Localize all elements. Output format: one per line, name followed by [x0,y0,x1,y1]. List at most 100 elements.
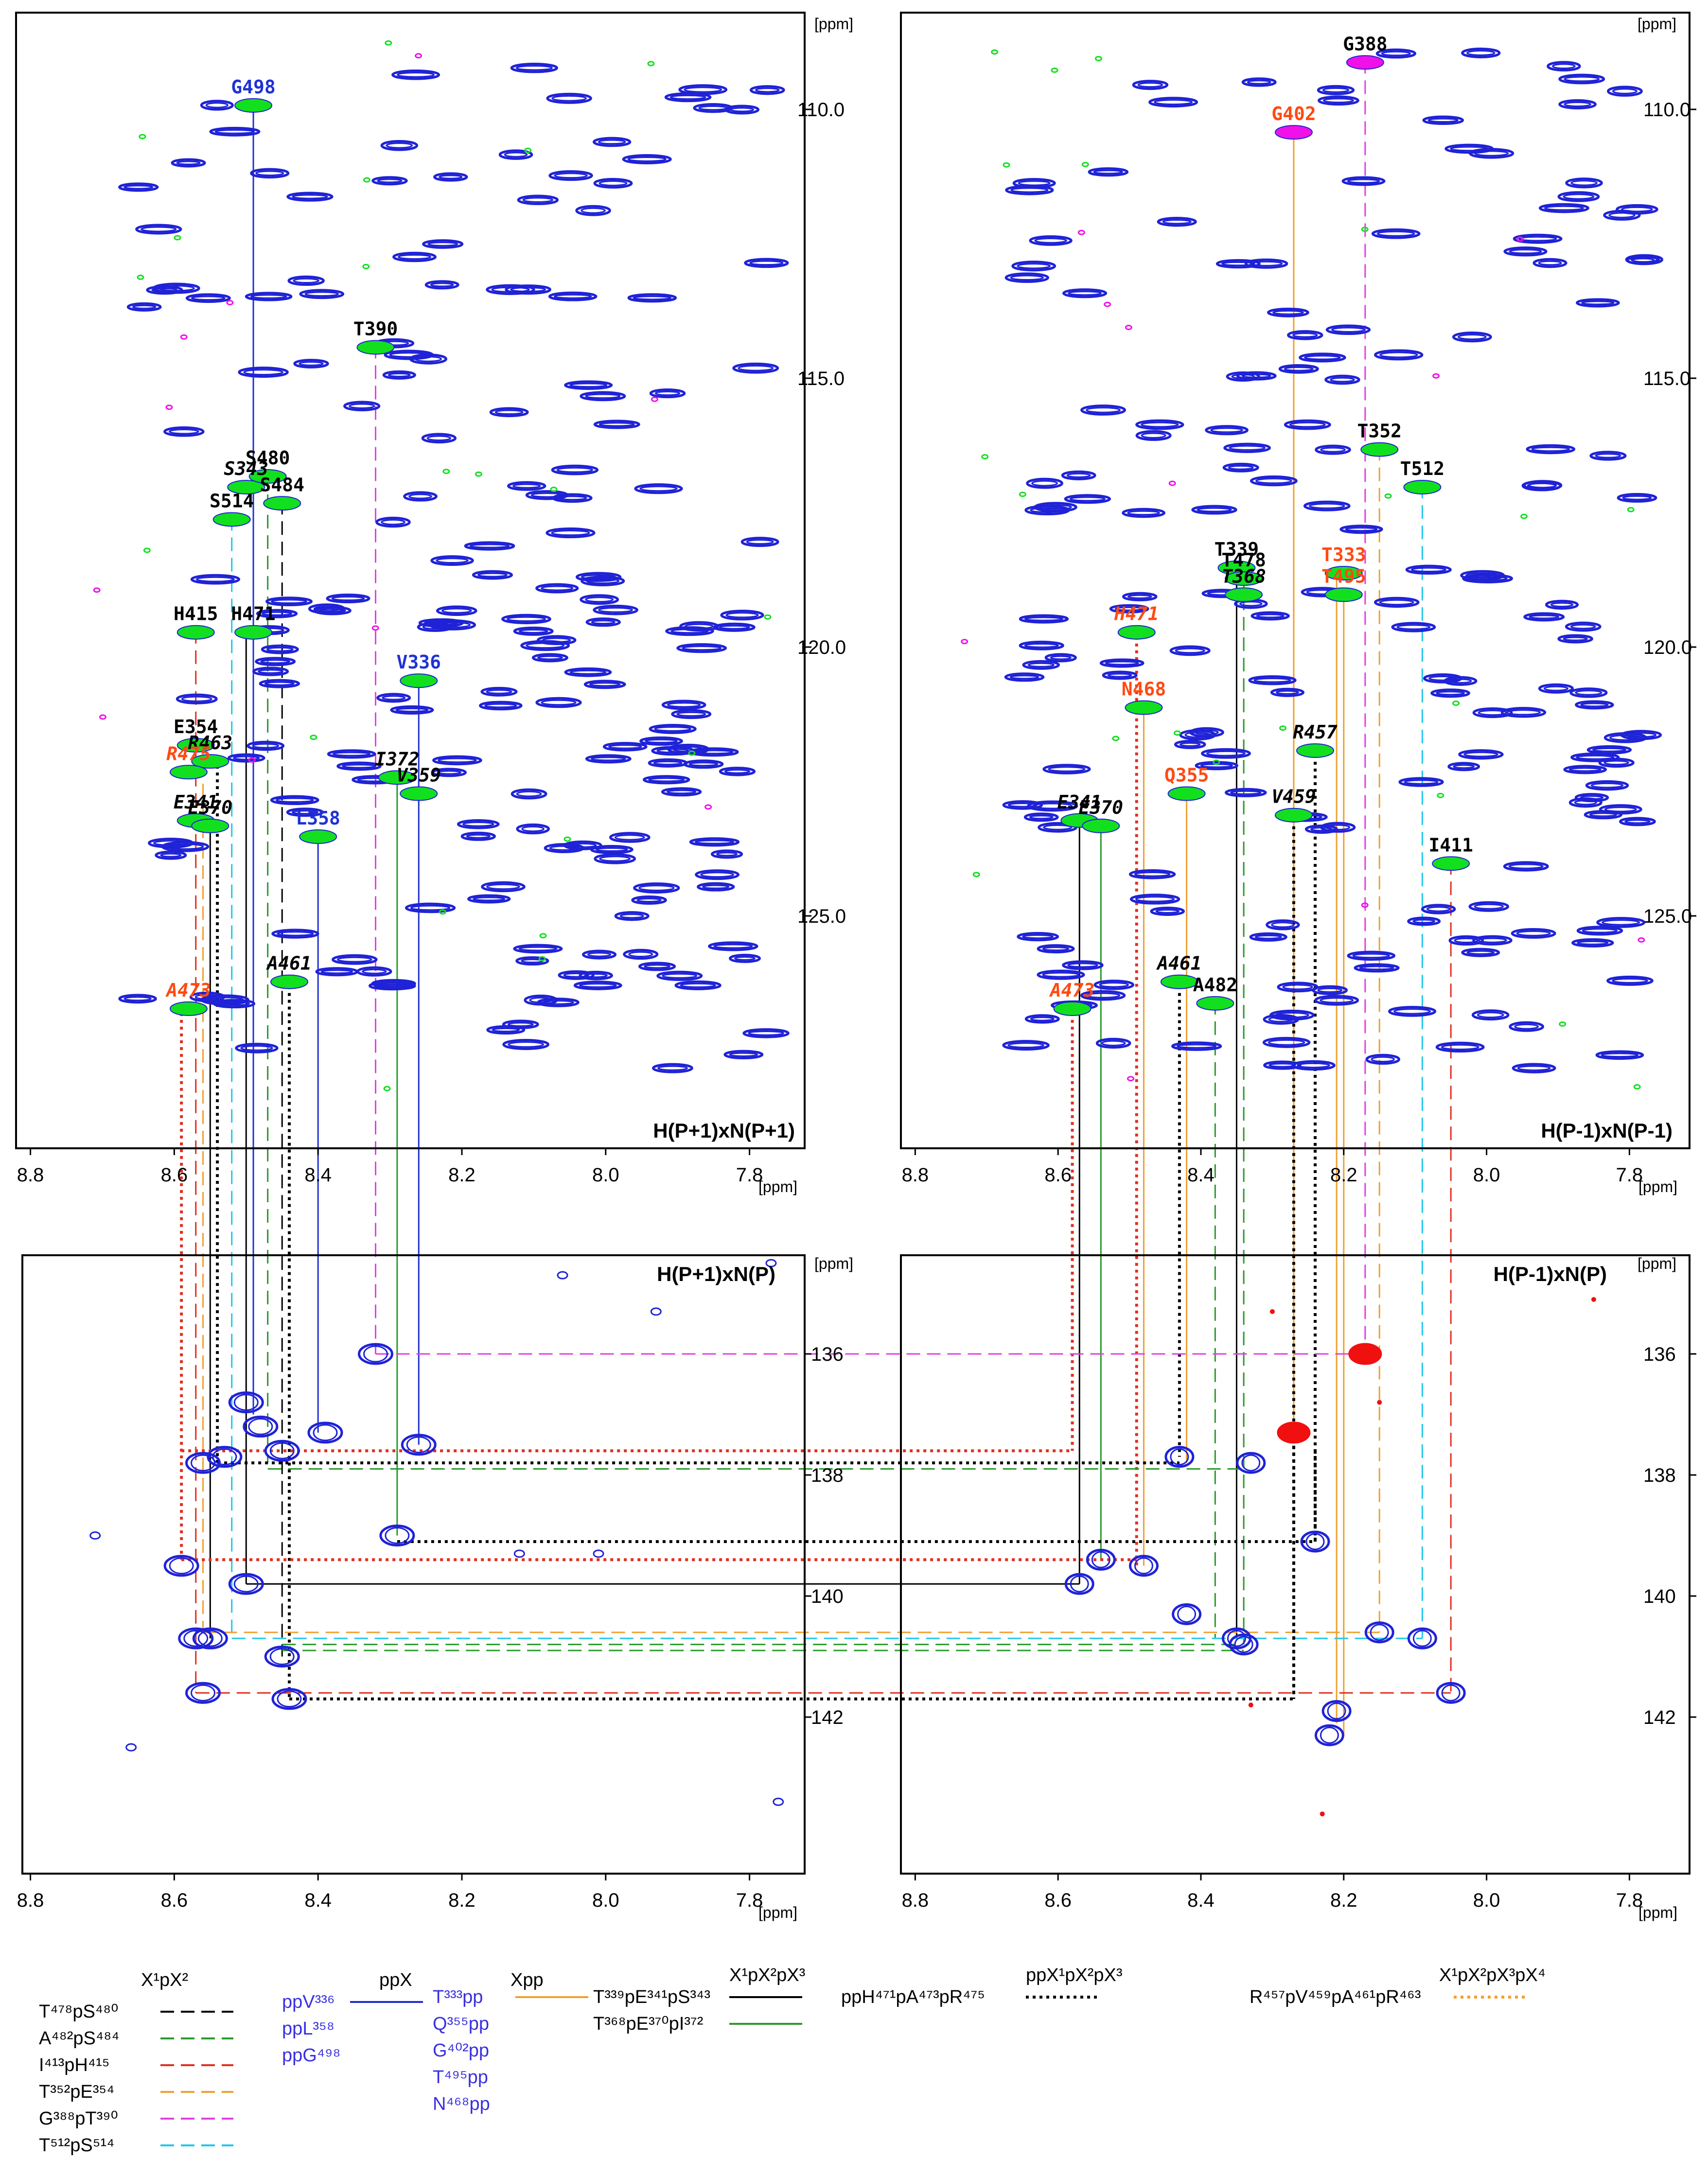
peak-blue [1622,495,1652,500]
peak-blue [563,972,589,978]
peak-blue [408,493,432,499]
peak-blue [536,635,577,646]
peak-blue [713,622,756,632]
peak-blue [1010,187,1049,193]
peak-blue [579,983,617,988]
peak-blue [376,693,411,703]
peak-noise [1361,227,1369,232]
peak-blue [481,881,526,893]
peak-blue-bottom [1086,1548,1116,1571]
peak-blue [638,962,676,971]
peak-red-bottom [1348,1343,1382,1365]
peak-noise [1279,725,1287,731]
peak-blue [670,629,709,634]
peak-blue [1005,185,1054,195]
peak-blue [1393,1008,1431,1015]
peak-green [1053,1001,1092,1016]
peak-noise [1094,55,1102,61]
peak-blue-bottom [1305,1533,1325,1550]
peak-blue [1474,903,1504,910]
peak-blue [583,680,626,689]
peak-blue [1339,525,1383,534]
peak-blue [169,428,199,435]
peak-blue [1330,377,1355,383]
peak-blue [1129,894,1180,905]
peak-noise [383,1086,391,1091]
peak-blue [1229,445,1266,451]
peak-layer [89,40,1664,1817]
residue-label-g402: G402 [1271,103,1316,124]
peak-blue [1175,648,1205,654]
peak-blue [589,682,621,687]
peak-blue [551,464,599,475]
peak-blue [1174,739,1206,749]
peak-blue [1570,624,1596,630]
peak-blue [166,843,204,850]
peak-blue-bottom [264,1646,300,1668]
peak-blue [1299,352,1346,363]
peak-blue [529,997,553,1003]
peak-blue-bottom [212,1448,237,1466]
peak-blue [656,970,703,981]
peak-noise [1003,162,1010,168]
peak-noise [550,487,558,492]
peak-blue [1538,203,1589,213]
peak-blue [492,1027,520,1032]
peak-blue-bottom [1070,1575,1089,1593]
peak-blue [1450,146,1489,152]
peak-blue [1625,732,1657,738]
x-tick-label: 8.6 [161,1164,188,1186]
x-tick-label: 8.2 [1330,1890,1357,1911]
peak-blue [1027,800,1078,812]
peak-blue-bottom [192,1627,228,1650]
peak-green [191,818,229,833]
peak-noise [1384,493,1392,499]
peak-blue [494,409,524,415]
peak-green [356,340,395,355]
peak-blue [1428,676,1457,681]
peak-blue [252,667,289,676]
peak-blue-bottom [197,1630,223,1647]
peak-blue [421,433,457,444]
peak-blue [633,882,680,894]
peak-blue [1007,1042,1044,1049]
peak-blue [1148,97,1198,108]
peak-blue [1263,1014,1300,1025]
peak-blue [1114,606,1144,611]
peak-blue [1250,475,1298,487]
peak-blue [227,753,265,763]
peak-blue [1284,419,1331,430]
peak-blue-small [765,1259,777,1267]
residue-label-g498: G498 [231,76,276,98]
peak-blue [507,481,546,491]
peak-blue [1210,427,1243,433]
peak-blue-bottom [228,1573,264,1595]
peak-blue [515,956,549,966]
peak-blue [730,107,755,112]
residue-label-r457: R457 [1293,721,1338,743]
peak-blue [573,981,622,990]
peak-blue [146,285,183,295]
peak-noise [538,956,546,962]
peak-blue-bottom [401,1434,437,1456]
peak-blue [594,853,636,864]
peak-green [1346,55,1384,70]
peak-blue-bottom [1441,1684,1461,1702]
peak-blue [377,178,403,183]
residue-label-a461: A461 [1156,953,1202,974]
legend-item-label: T³³³pp [433,1987,483,2007]
peak-blue [484,703,517,708]
peak-blue [1191,505,1237,515]
peak-blue [1230,790,1262,795]
peak-blue [1266,919,1300,930]
peak-blue [1226,371,1260,382]
peak-green [400,786,438,801]
peak-blue [441,608,472,614]
peak-blue [1141,432,1166,439]
peak-blue [1224,788,1267,797]
residue-label-a482: A482 [1193,974,1238,996]
residue-label-s343: S343 [224,458,269,479]
peak-blue-bottom [358,1343,393,1365]
peak-blue [1463,752,1498,757]
peak-blue [1002,800,1043,810]
